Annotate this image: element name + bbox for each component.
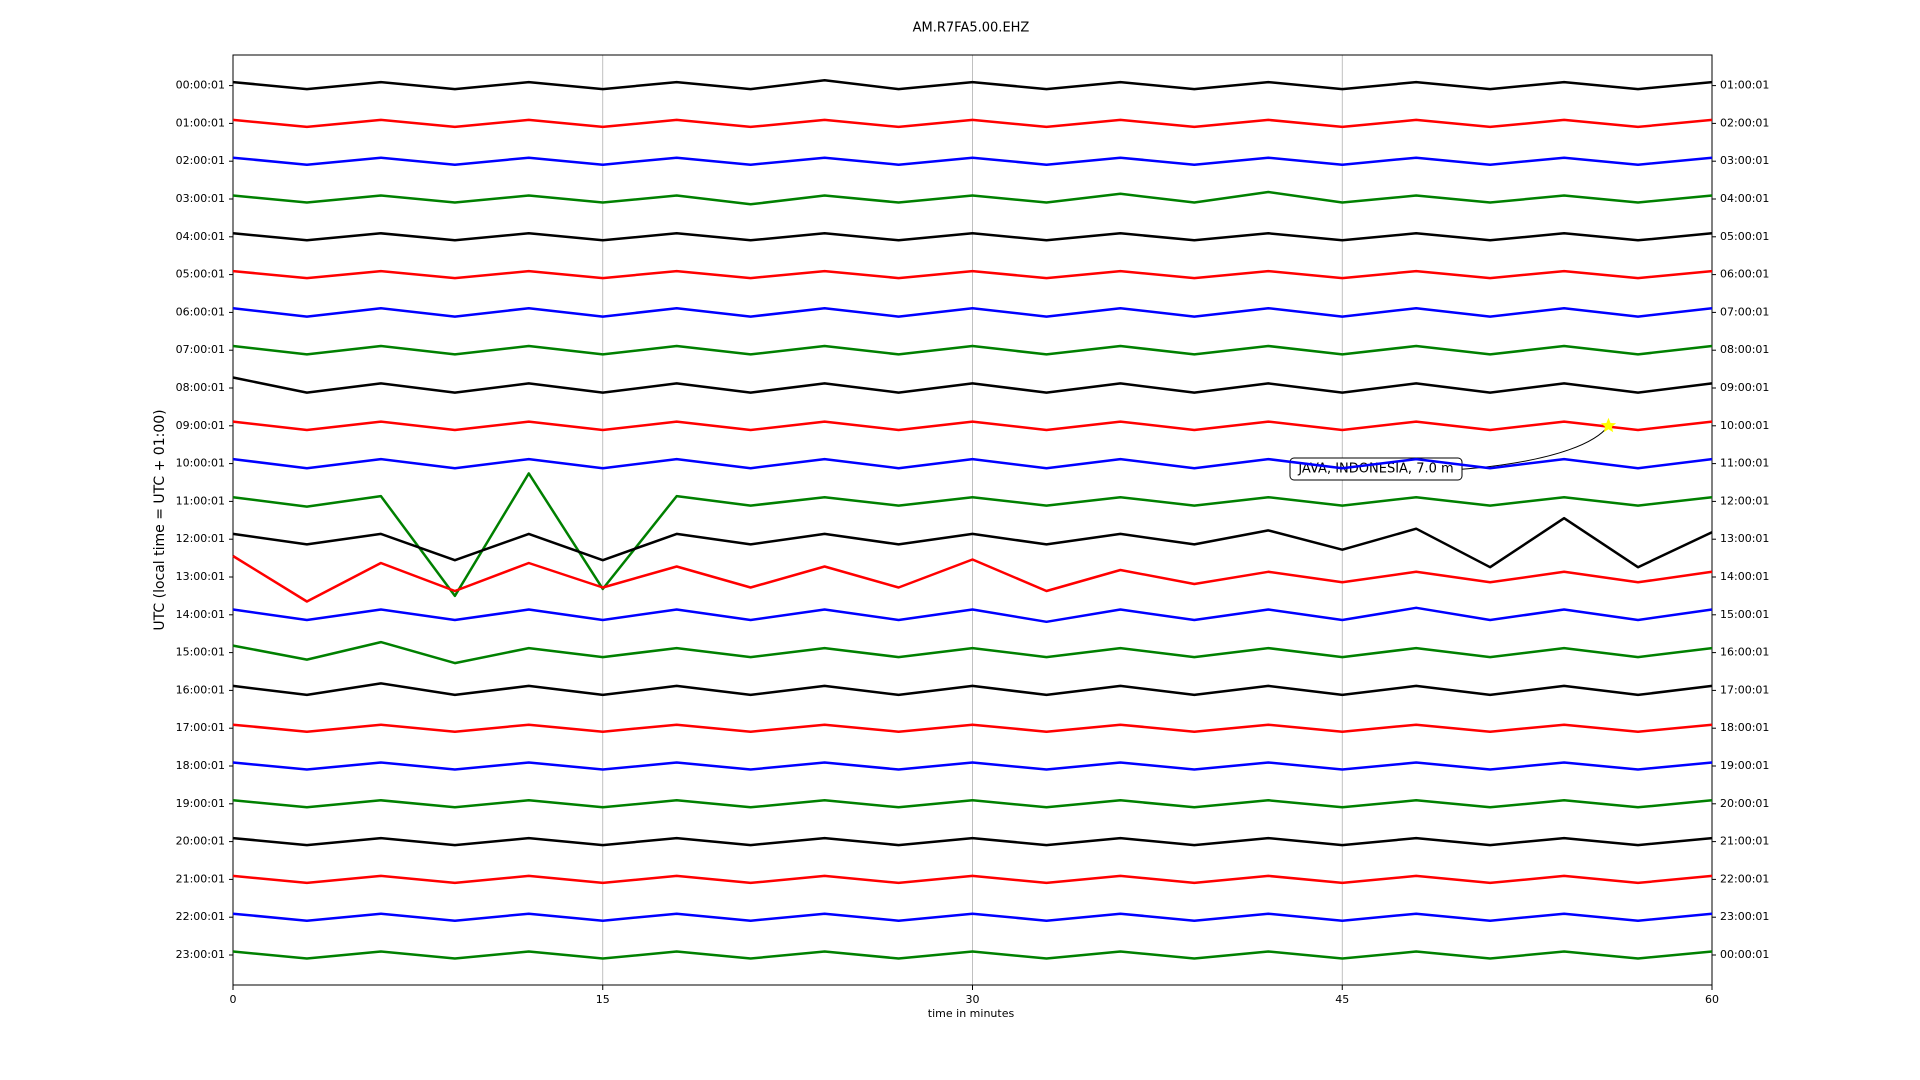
x-tick-label: 15 (596, 993, 610, 1006)
x-tick-label: 45 (1335, 993, 1349, 1006)
seismic-trace (232, 457, 1713, 470)
event-marker (1600, 417, 1617, 433)
row-label-left: 20:00:01 (176, 835, 225, 848)
x-tick-label: 60 (1705, 993, 1719, 1006)
row-label-right: 20:00:01 (1720, 797, 1769, 810)
row-label-right: 16:00:01 (1720, 646, 1769, 659)
row-label-right: 01:00:01 (1720, 79, 1769, 92)
row-label-left: 11:00:01 (176, 494, 225, 507)
x-tick-label: 30 (966, 993, 980, 1006)
row-label-left: 07:00:01 (176, 343, 225, 356)
row-label-right: 08:00:01 (1720, 343, 1769, 356)
x-tick-label: 0 (230, 993, 237, 1006)
row-label-left: 19:00:01 (176, 797, 225, 810)
event-box (1289, 457, 1463, 481)
row-label-left: 04:00:01 (176, 230, 225, 243)
seismic-trace (232, 606, 1713, 624)
row-label-left: 12:00:01 (176, 532, 225, 545)
row-label-left: 08:00:01 (176, 381, 225, 394)
seismic-trace (232, 723, 1713, 733)
row-label-left: 23:00:01 (176, 948, 225, 961)
plot-frame (232, 54, 1713, 986)
row-label-right: 22:00:01 (1720, 872, 1769, 885)
seismic-trace (232, 682, 1713, 697)
seismic-trace (232, 472, 1713, 598)
row-label-left: 00:00:01 (176, 79, 225, 92)
row-label-left: 15:00:01 (176, 646, 225, 659)
seismic-trace (232, 420, 1713, 432)
row-label-left: 17:00:01 (176, 721, 225, 734)
row-label-right: 00:00:01 (1720, 948, 1769, 961)
row-label-right: 21:00:01 (1720, 835, 1769, 848)
row-label-left: 09:00:01 (176, 419, 225, 432)
row-label-right: 19:00:01 (1720, 759, 1769, 772)
seismic-trace (232, 554, 1713, 603)
row-label-left: 05:00:01 (176, 268, 225, 281)
row-label-right: 11:00:01 (1720, 457, 1769, 470)
seismic-trace (232, 376, 1713, 394)
row-label-right: 05:00:01 (1720, 230, 1769, 243)
seismic-trace (232, 344, 1713, 356)
row-label-right: 13:00:01 (1720, 532, 1769, 545)
row-label-left: 14:00:01 (176, 608, 225, 621)
row-label-left: 10:00:01 (176, 457, 225, 470)
row-label-left: 21:00:01 (176, 872, 225, 885)
seismic-trace (232, 190, 1713, 206)
seismic-trace (232, 516, 1713, 569)
seismic-trace (232, 836, 1713, 847)
chart-title: AM.R7FA5.00.EHZ (913, 21, 1030, 36)
row-label-left: 22:00:01 (176, 910, 225, 923)
row-label-left: 06:00:01 (176, 305, 225, 318)
row-label-right: 10:00:01 (1720, 419, 1769, 432)
row-label-right: 17:00:01 (1720, 683, 1769, 696)
seismic-trace (232, 640, 1713, 665)
seismic-trace (232, 761, 1713, 771)
seismic-trace (232, 306, 1713, 318)
seismic-trace (232, 950, 1713, 960)
seismic-trace (232, 269, 1713, 280)
row-label-right: 12:00:01 (1720, 494, 1769, 507)
row-label-right: 02:00:01 (1720, 116, 1769, 129)
seismic-trace (232, 799, 1713, 809)
row-label-right: 04:00:01 (1720, 192, 1769, 205)
row-label-left: 01:00:01 (176, 116, 225, 129)
row-label-right: 23:00:01 (1720, 910, 1769, 923)
row-label-right: 03:00:01 (1720, 154, 1769, 167)
seismic-trace (232, 232, 1713, 242)
seismic-trace (232, 156, 1713, 166)
seismic-trace (232, 874, 1713, 885)
row-label-right: 14:00:01 (1720, 570, 1769, 583)
seismic-trace (232, 118, 1713, 129)
row-label-right: 09:00:01 (1720, 381, 1769, 394)
row-label-left: 16:00:01 (176, 683, 225, 696)
row-label-left: 02:00:01 (176, 154, 225, 167)
row-label-right: 07:00:01 (1720, 305, 1769, 318)
seismic-trace (232, 912, 1713, 922)
row-label-left: 18:00:01 (176, 759, 225, 772)
row-label-right: 18:00:01 (1720, 721, 1769, 734)
row-label-right: 15:00:01 (1720, 608, 1769, 621)
row-label-right: 06:00:01 (1720, 268, 1769, 281)
y-axis-label: UTC (local time = UTC + 01:00) (152, 409, 168, 630)
x-axis-label: time in minutes (928, 1007, 1015, 1020)
row-label-left: 13:00:01 (176, 570, 225, 583)
row-label-left: 03:00:01 (176, 192, 225, 205)
seismic-trace (232, 79, 1713, 91)
event-label: JAVA, INDONESIA, 7.0 m (1297, 462, 1453, 477)
